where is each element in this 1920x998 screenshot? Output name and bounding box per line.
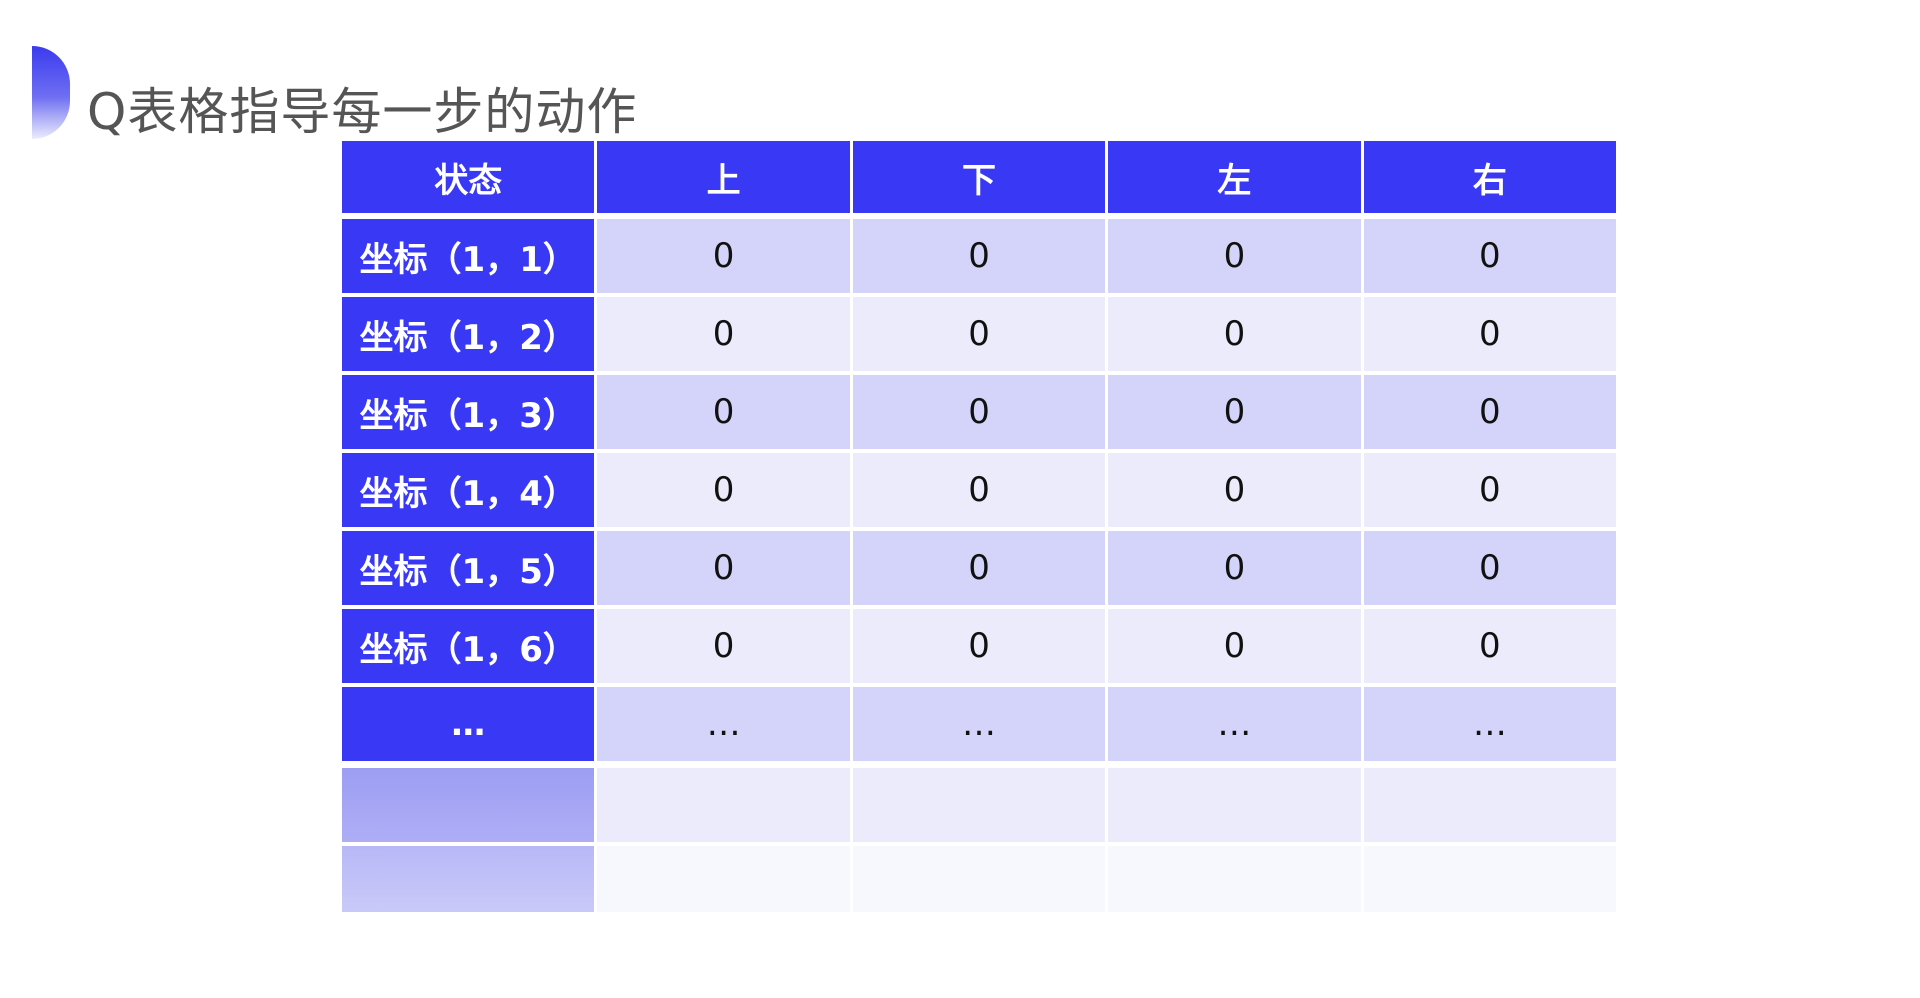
q-value-cell: …	[1108, 687, 1361, 761]
q-value-cell: 0	[597, 297, 850, 371]
q-value-cell: 0	[852, 375, 1106, 449]
faded-cell	[597, 768, 850, 842]
faded-row	[342, 768, 1617, 842]
state-cell: …	[342, 687, 595, 761]
page-title: Q表格指导每一步的动作	[87, 83, 638, 141]
header-down: 下	[852, 141, 1106, 213]
q-value-cell: 0	[1363, 531, 1617, 605]
q-value-cell: 0	[1108, 297, 1361, 371]
q-value-cell: 0	[1363, 219, 1617, 293]
table-row: 坐标（1，3） 0 0 0 0	[342, 375, 1617, 449]
state-cell: 坐标（1，4）	[342, 453, 595, 527]
table-row: 坐标（1，6） 0 0 0 0	[342, 609, 1617, 683]
state-cell: 坐标（1，6）	[342, 609, 595, 683]
q-value-cell: 0	[597, 453, 850, 527]
q-value-cell: 0	[1108, 453, 1361, 527]
q-value-cell: 0	[852, 453, 1106, 527]
q-value-cell: …	[1363, 687, 1617, 761]
table-row: 坐标（1，5） 0 0 0 0	[342, 531, 1617, 605]
state-cell: 坐标（1，2）	[342, 297, 595, 371]
table-row: ……………	[342, 687, 1617, 761]
header-right: 右	[1363, 141, 1617, 213]
q-value-cell: 0	[1363, 297, 1617, 371]
faded-cell	[1108, 846, 1361, 912]
q-value-cell: 0	[852, 609, 1106, 683]
q-value-cell: 0	[597, 219, 850, 293]
faded-cell	[597, 846, 850, 912]
faded-row	[342, 846, 1617, 912]
header-state: 状态	[342, 141, 595, 213]
faded-cell	[852, 768, 1106, 842]
state-cell: 坐标（1，1）	[342, 219, 595, 293]
table-row: 坐标（1，4） 0 0 0 0	[342, 453, 1617, 527]
q-value-cell: …	[852, 687, 1106, 761]
title-accent-semicircle	[32, 46, 70, 139]
q-value-cell: 0	[852, 531, 1106, 605]
q-value-cell: 0	[597, 531, 850, 605]
q-value-cell: 0	[852, 297, 1106, 371]
faded-cell	[342, 768, 595, 842]
faded-cell	[852, 846, 1106, 912]
state-cell: 坐标（1，3）	[342, 375, 595, 449]
faded-cell	[342, 846, 595, 912]
q-value-cell: 0	[1108, 531, 1361, 605]
q-value-cell: 0	[1108, 375, 1361, 449]
faded-cell	[1108, 768, 1361, 842]
header-left: 左	[1108, 141, 1361, 213]
q-value-cell: 0	[1108, 219, 1361, 293]
q-value-cell: 0	[1108, 609, 1361, 683]
state-cell: 坐标（1，5）	[342, 531, 595, 605]
faded-cell	[1363, 846, 1617, 912]
q-value-cell: 0	[852, 219, 1106, 293]
table-row: 坐标（1，1） 0 0 0 0	[342, 219, 1617, 293]
q-value-cell: 0	[597, 609, 850, 683]
q-value-cell: 0	[1363, 375, 1617, 449]
q-value-cell: …	[597, 687, 850, 761]
q-value-cell: 0	[1363, 609, 1617, 683]
q-value-cell: 0	[1363, 453, 1617, 527]
faded-cell	[1363, 768, 1617, 842]
q-value-cell: 0	[597, 375, 850, 449]
table-header-row: 状态 上 下 左 右	[342, 141, 1617, 213]
table-row: 坐标（1，2） 0 0 0 0	[342, 297, 1617, 371]
header-up: 上	[597, 141, 850, 213]
